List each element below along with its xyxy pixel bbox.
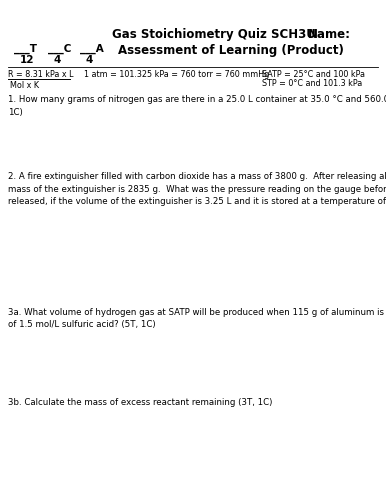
Text: Mol x K: Mol x K (10, 81, 39, 90)
Text: ___A: ___A (80, 44, 104, 54)
Text: 4: 4 (86, 55, 93, 65)
Text: 12: 12 (20, 55, 34, 65)
Text: 3a. What volume of hydrogen gas at SATP will be produced when 115 g of aluminum : 3a. What volume of hydrogen gas at SATP … (8, 308, 386, 330)
Text: 1. How many grams of nitrogen gas are there in a 25.0 L container at 35.0 °C and: 1. How many grams of nitrogen gas are th… (8, 95, 386, 116)
Text: 2. A fire extinguisher filled with carbon dioxide has a mass of 3800 g.  After r: 2. A fire extinguisher filled with carbo… (8, 172, 386, 206)
Text: 4: 4 (54, 55, 61, 65)
Text: 1 atm = 101.325 kPa = 760 torr = 760 mmHg: 1 atm = 101.325 kPa = 760 torr = 760 mmH… (84, 70, 269, 79)
Text: ___C: ___C (48, 44, 71, 54)
Text: Gas Stoichiometry Quiz SCH3U: Gas Stoichiometry Quiz SCH3U (112, 28, 316, 41)
Text: ___T: ___T (14, 44, 37, 54)
Text: Name:: Name: (308, 28, 351, 41)
Text: R = 8.31 kPa x L: R = 8.31 kPa x L (8, 70, 73, 79)
Text: SATP = 25°C and 100 kPa: SATP = 25°C and 100 kPa (262, 70, 365, 79)
Text: 3b. Calculate the mass of excess reactant remaining (3T, 1C): 3b. Calculate the mass of excess reactan… (8, 398, 273, 407)
Text: Assessment of Learning (Product): Assessment of Learning (Product) (118, 44, 344, 57)
Text: STP = 0°C and 101.3 kPa: STP = 0°C and 101.3 kPa (262, 79, 362, 88)
